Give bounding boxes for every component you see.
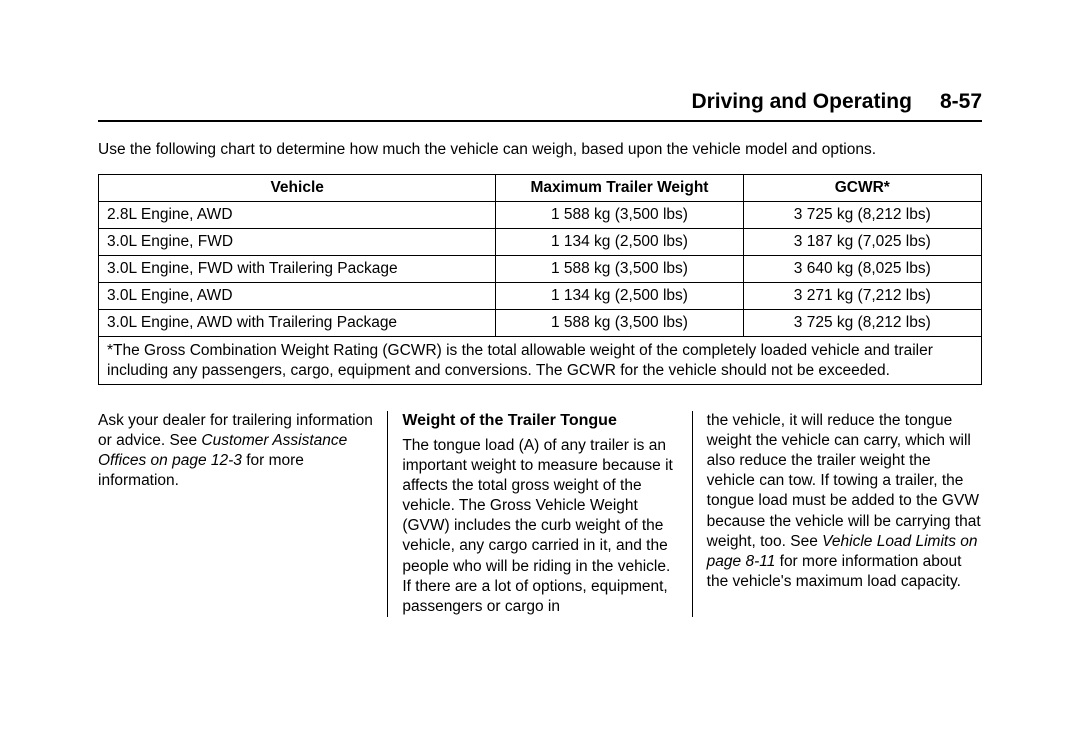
page-number: 8-57 [940,90,982,114]
cell-vehicle: 2.8L Engine, AWD [99,202,496,229]
cell-mtw: 1 588 kg (3,500 lbs) [496,256,743,283]
th-vehicle: Vehicle [99,175,496,202]
cell-mtw: 1 134 kg (2,500 lbs) [496,283,743,310]
col3-text-before: the vehicle, it will reduce the tongue w… [707,412,981,550]
cell-gcwr: 3 640 kg (8,025 lbs) [743,256,981,283]
cell-vehicle: 3.0L Engine, FWD with Trailering Package [99,256,496,283]
section-title: Driving and Operating [691,90,912,114]
cell-gcwr: 3 187 kg (7,025 lbs) [743,229,981,256]
table-footnote-row: *The Gross Combination Weight Rating (GC… [99,337,982,385]
column-1: Ask your dealer for trailering informati… [98,411,388,617]
col2-heading: Weight of the Trailer Tongue [402,411,677,432]
th-mtw: Maximum Trailer Weight [496,175,743,202]
cell-vehicle: 3.0L Engine, AWD [99,283,496,310]
table-header-row: Vehicle Maximum Trailer Weight GCWR* [99,175,982,202]
intro-paragraph: Use the following chart to determine how… [98,140,982,160]
column-3: the vehicle, it will reduce the tongue w… [693,411,982,617]
cell-mtw: 1 134 kg (2,500 lbs) [496,229,743,256]
cell-vehicle: 3.0L Engine, FWD [99,229,496,256]
col2-paragraph: The tongue load (A) of any trailer is an… [402,436,677,617]
column-2: Weight of the Trailer Tongue The tongue … [388,411,692,617]
cell-gcwr: 3 725 kg (8,212 lbs) [743,202,981,229]
table-row: 2.8L Engine, AWD 1 588 kg (3,500 lbs) 3 … [99,202,982,229]
cell-vehicle: 3.0L Engine, AWD with Trailering Package [99,310,496,337]
page-header: Driving and Operating 8-57 [98,90,982,122]
cell-gcwr: 3 725 kg (8,212 lbs) [743,310,981,337]
weight-table: Vehicle Maximum Trailer Weight GCWR* 2.8… [98,174,982,385]
cell-mtw: 1 588 kg (3,500 lbs) [496,202,743,229]
table-body: 2.8L Engine, AWD 1 588 kg (3,500 lbs) 3 … [99,202,982,385]
table-row: 3.0L Engine, FWD 1 134 kg (2,500 lbs) 3 … [99,229,982,256]
col1-paragraph: Ask your dealer for trailering informati… [98,411,373,492]
table-footnote: *The Gross Combination Weight Rating (GC… [99,337,982,385]
table-row: 3.0L Engine, AWD 1 134 kg (2,500 lbs) 3 … [99,283,982,310]
body-columns: Ask your dealer for trailering informati… [98,411,982,617]
cell-mtw: 1 588 kg (3,500 lbs) [496,310,743,337]
th-gcwr: GCWR* [743,175,981,202]
col3-paragraph: the vehicle, it will reduce the tongue w… [707,411,982,592]
cell-gcwr: 3 271 kg (7,212 lbs) [743,283,981,310]
table-row: 3.0L Engine, AWD with Trailering Package… [99,310,982,337]
table-row: 3.0L Engine, FWD with Trailering Package… [99,256,982,283]
